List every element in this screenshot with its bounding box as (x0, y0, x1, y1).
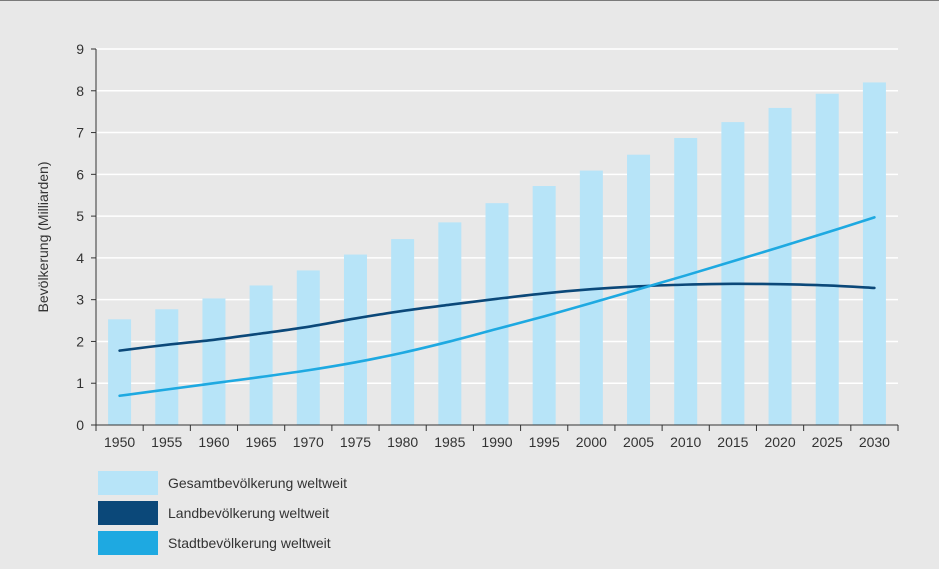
legend-item-urban: Stadtbevölkerung weltweit (98, 531, 347, 555)
bar-total-1955 (155, 309, 179, 425)
y-axis-label: Bevölkerung (Milliarden) (35, 162, 51, 313)
legend-item-rural: Landbevölkerung weltweit (98, 501, 347, 525)
legend-swatch-rural (98, 501, 158, 525)
bar-total-1975 (343, 254, 367, 425)
bar-total-2030 (862, 82, 886, 425)
y-tick-label-2: 2 (76, 333, 84, 349)
y-tick-label-7: 7 (76, 125, 84, 141)
x-tick-label-1975: 1975 (340, 434, 371, 450)
y-tick-label-0: 0 (76, 417, 84, 433)
legend-label-urban: Stadtbevölkerung weltweit (168, 535, 331, 551)
bar-total-2025 (815, 93, 839, 426)
x-tick-label-1985: 1985 (434, 434, 465, 450)
bar-total-1960 (202, 298, 226, 425)
legend-item-total: Gesamtbevölkerung weltweit (98, 471, 347, 495)
x-tick-label-2030: 2030 (859, 434, 890, 450)
legend-label-total: Gesamtbevölkerung weltweit (168, 475, 347, 491)
x-tick-label-1955: 1955 (151, 434, 182, 450)
bar-total-2010 (674, 137, 698, 425)
x-tick-label-2015: 2015 (717, 434, 748, 450)
y-tick-label-3: 3 (76, 292, 84, 308)
y-tick-label-1: 1 (76, 375, 84, 391)
y-tick-label-5: 5 (76, 208, 84, 224)
bar-total-2000 (579, 170, 603, 425)
bar-total-2015 (721, 122, 745, 425)
x-tick-label-2020: 2020 (764, 434, 795, 450)
x-tick-label-2010: 2010 (670, 434, 701, 450)
x-tick-label-1950: 1950 (104, 434, 135, 450)
x-tick-label-2025: 2025 (812, 434, 843, 450)
x-tick-label-2005: 2005 (623, 434, 654, 450)
bar-total-1950 (108, 319, 132, 425)
y-tick-label-4: 4 (76, 250, 84, 266)
bar-total-1995 (532, 186, 556, 425)
legend-swatch-total (98, 471, 158, 495)
x-tick-label-1960: 1960 (198, 434, 229, 450)
bar-total-1980 (391, 239, 415, 425)
bar-total-1990 (485, 203, 509, 425)
bar-total-1965 (249, 285, 273, 425)
bar-total-1985 (438, 222, 462, 425)
x-tick-label-1970: 1970 (293, 434, 324, 450)
bar-total-2020 (768, 107, 792, 425)
series-line-rural (118, 282, 876, 352)
y-tick-label-8: 8 (76, 83, 84, 99)
x-tick-label-1965: 1965 (246, 434, 277, 450)
y-tick-label-9: 9 (76, 41, 84, 57)
bar-total-1970 (296, 270, 320, 425)
x-tick-label-2000: 2000 (576, 434, 607, 450)
y-tick-label-6: 6 (76, 166, 84, 182)
x-tick-label-1990: 1990 (481, 434, 512, 450)
series-line-urban (118, 216, 876, 398)
legend: Gesamtbevölkerung weltweit Landbevölkeru… (98, 471, 347, 561)
x-tick-label-1995: 1995 (529, 434, 560, 450)
legend-swatch-urban (98, 531, 158, 555)
legend-label-rural: Landbevölkerung weltweit (168, 505, 330, 521)
x-tick-label-1980: 1980 (387, 434, 418, 450)
